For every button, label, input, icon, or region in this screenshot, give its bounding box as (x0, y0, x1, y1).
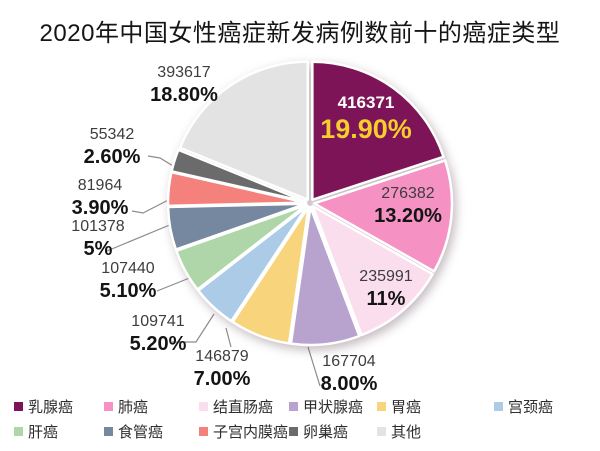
legend-label: 胃癌 (391, 399, 422, 416)
leader-line-5 (225, 327, 232, 348)
pie-slices (166, 60, 454, 347)
legend-swatch (377, 402, 386, 411)
legend-swatch (104, 402, 113, 411)
chart-title: 2020年中国女性癌症新发病例数前十的癌症类型 (39, 20, 561, 47)
legend-item-7: 肝癌 (14, 421, 104, 442)
pie-slice-3 (311, 204, 434, 337)
pie-slice-6 (197, 204, 309, 323)
legend-item-6: 宫颈癌 (494, 396, 594, 417)
legend-item-5: 胃癌 (377, 396, 494, 417)
legend-label: 宫颈癌 (508, 399, 554, 416)
legend-item-9: 子宫内膜癌 (199, 421, 289, 442)
legend-label: 乳腺癌 (28, 399, 74, 416)
legend-label: 食管癌 (118, 424, 164, 441)
legend-item-3: 结直肠癌 (199, 396, 289, 417)
pie-slice-11 (178, 60, 310, 201)
legend-item-10: 卵巢癌 (289, 421, 377, 442)
legend-item-8: 食管癌 (104, 421, 199, 442)
pie-slice-5 (231, 205, 310, 345)
legend-label: 卵巢癌 (303, 424, 349, 441)
legend-item-4: 甲状腺癌 (289, 396, 377, 417)
pie-slice-10 (170, 148, 308, 204)
legend: 乳腺癌 肺癌 结直肠癌 甲状腺癌 胃癌 宫颈癌肝癌 食管癌 子宫内膜癌 卵巢癌 其他 (14, 396, 594, 442)
legend-item-2: 肺癌 (104, 396, 199, 417)
leader-line-4 (307, 346, 321, 387)
legend-label: 结直肠癌 (213, 399, 274, 416)
legend-swatch (199, 402, 208, 411)
legend-label: 子宫内膜癌 (213, 424, 289, 441)
legend-label: 甲状腺癌 (303, 399, 364, 416)
legend-swatch (289, 402, 298, 411)
pie-slice-7 (175, 203, 308, 291)
legend-swatch (289, 427, 298, 436)
leader-line-8 (106, 223, 173, 252)
legend-label: 肺癌 (118, 399, 149, 416)
legend-swatch (199, 427, 208, 436)
pie-slice-4 (289, 205, 361, 347)
legend-swatch (377, 427, 386, 436)
legend-label: 其他 (391, 424, 422, 441)
legend-item-11: 其他 (377, 421, 494, 442)
leader-line-6 (172, 313, 215, 343)
pie-slice-2 (312, 159, 454, 273)
legend-label: 肝癌 (28, 424, 59, 441)
legend-swatch (494, 402, 503, 411)
legend-swatch (104, 427, 113, 436)
legend-swatch (14, 427, 23, 436)
legend-item-1: 乳腺癌 (14, 396, 104, 417)
pie-slice-1 (311, 60, 445, 202)
legend-swatch (14, 402, 23, 411)
